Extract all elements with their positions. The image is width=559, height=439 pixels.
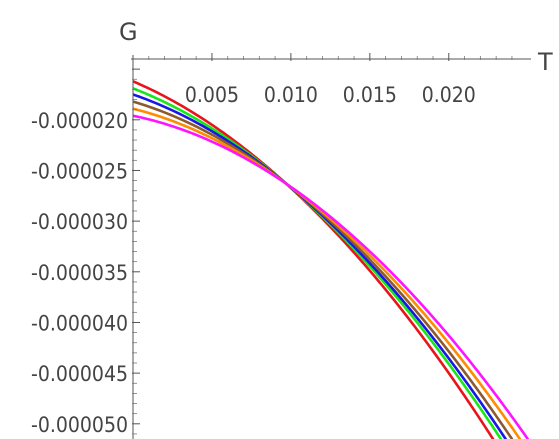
y-tick-label: -0.000020 [31,109,128,133]
y-tick-label: -0.000040 [31,311,128,335]
x-tick-label: 0.005 [185,83,239,107]
series-line-3 [133,93,507,439]
y-tick-label: -0.000035 [31,261,128,285]
series-line-4 [133,100,514,439]
x-axis-label: T [537,48,553,76]
y-tick-label: -0.000050 [31,413,128,437]
series-line-1 [133,79,495,439]
x-tick-label: 0.020 [422,83,476,107]
curves-group [133,79,530,439]
x-tick-label: 0.015 [343,83,397,107]
series-line-6 [133,114,530,439]
series-line-5 [133,107,522,439]
x-tick-label: 0.010 [264,83,318,107]
x-axis: 0.005 0.010 0.015 0.020 [131,53,531,107]
y-tick-label: -0.000030 [31,210,128,234]
series-line-2 [133,87,503,439]
y-axis-label: G [119,18,138,46]
y-axis: -0.000020 -0.000025 -0.000030 -0.000035 -0.0… [31,55,140,439]
y-tick-label: -0.000045 [31,362,128,386]
y-tick-label: -0.000025 [31,159,128,183]
